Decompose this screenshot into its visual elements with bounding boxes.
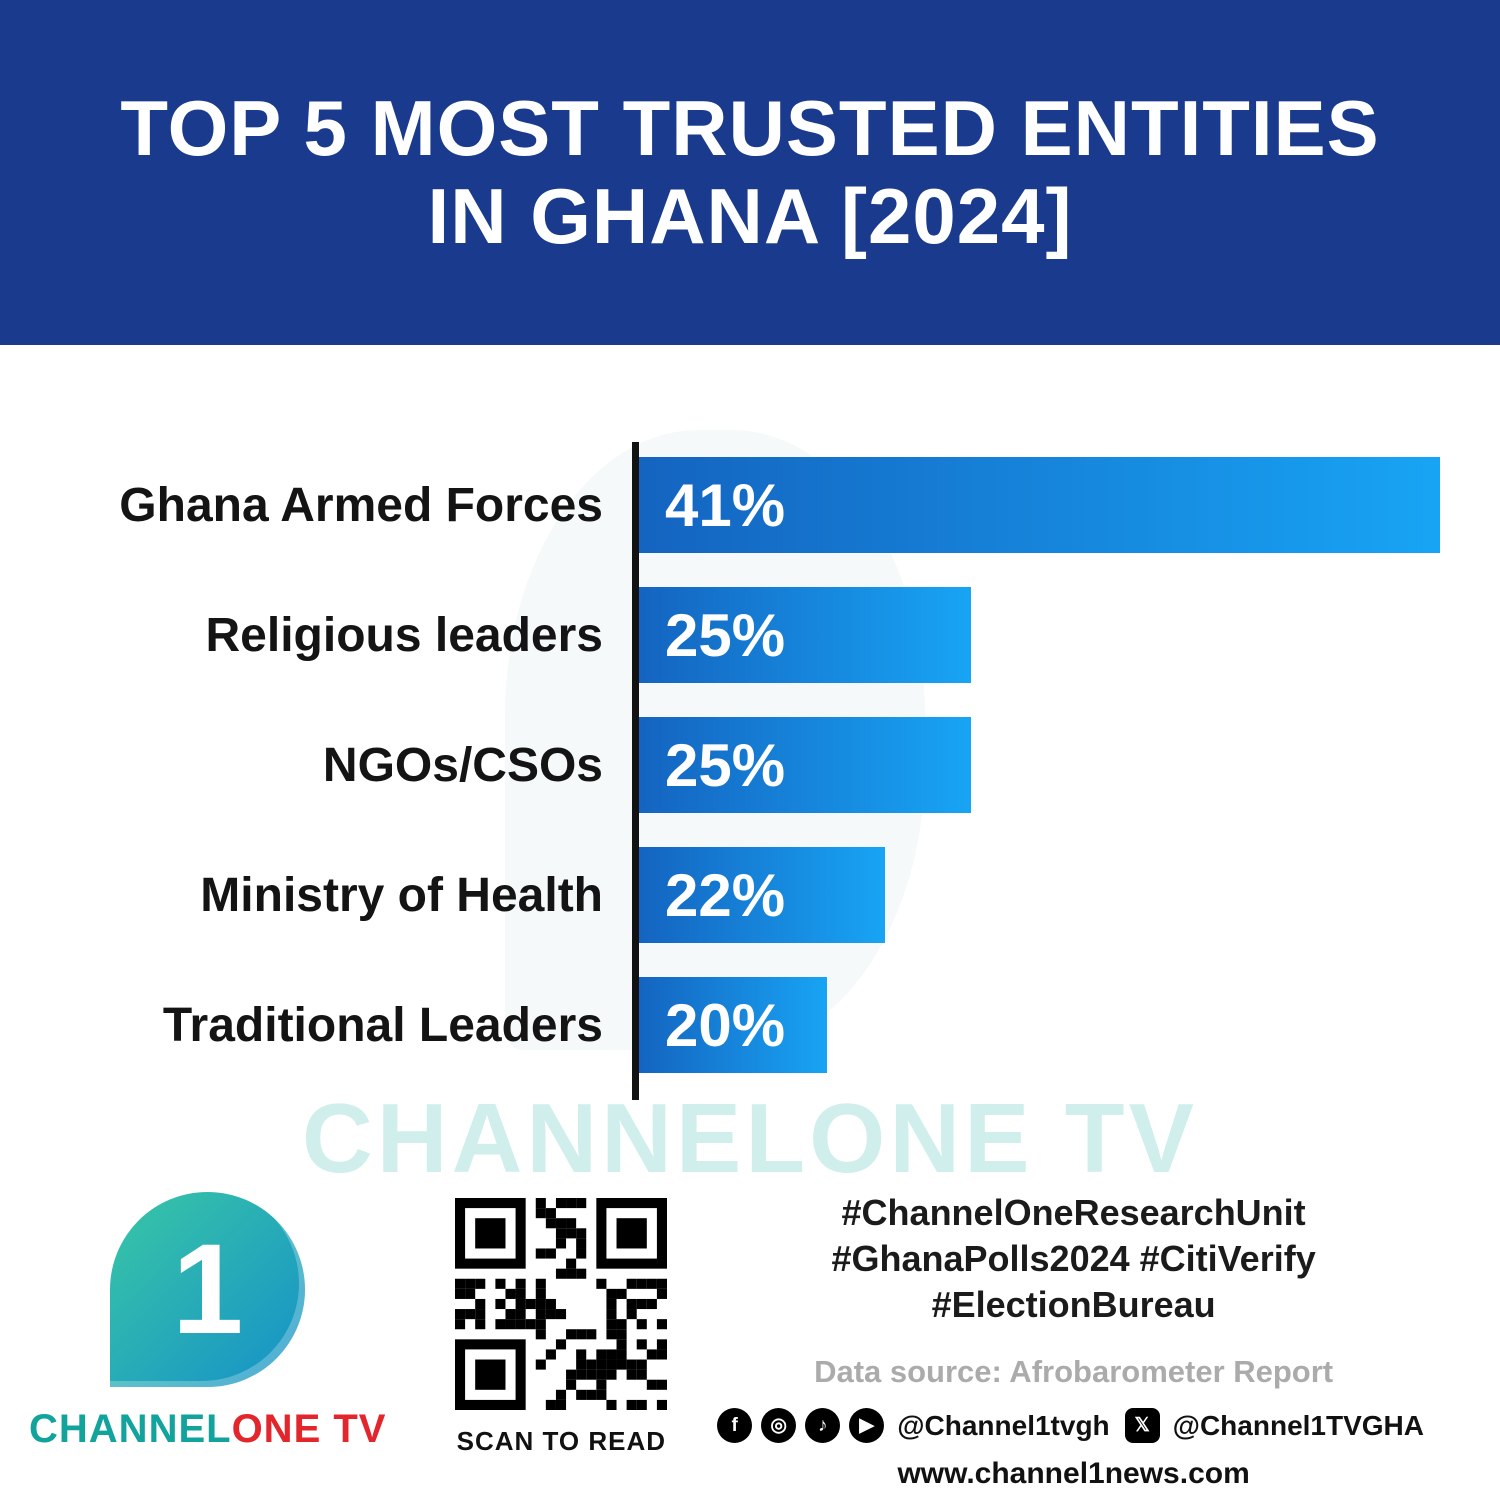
x-icon: 𝕏 [1124, 1408, 1160, 1444]
logo-digit: 1 [172, 1217, 244, 1361]
page-title-line1: TOP 5 MOST TRUSTED ENTITIES [120, 83, 1380, 172]
chart-row: NGOs/CSOs 25% [0, 700, 1500, 830]
qr-caption: SCAN TO READ [456, 1426, 667, 1456]
bar: 20% [639, 977, 827, 1073]
youtube-icon: ▶ [849, 1408, 885, 1444]
bar-value-label: 25% [665, 731, 786, 799]
bar-value-label: 41% [665, 471, 786, 539]
bar: 25% [639, 587, 971, 683]
bar: 41% [639, 457, 1440, 553]
channel-watermark-text: CHANNELONE TV [302, 1083, 1198, 1193]
logo-wordmark-one-tv: ONE TV [231, 1407, 387, 1451]
bar-value-label: 22% [665, 861, 786, 929]
logo-wordmark: CHANNELONE TV [29, 1407, 386, 1452]
channel-one-logo-block: 1 CHANNELONE TV [0, 1180, 415, 1491]
chart-row: Religious leaders 25% [0, 570, 1500, 700]
footer: 1 CHANNELONE TV SCAN TO READ #ChannelOne… [0, 1180, 1500, 1491]
chart-axis-line [632, 442, 639, 1100]
bar-chart-rows: Ghana Armed Forces 41% Religious leaders 25… [0, 440, 1500, 1090]
bar-value-label: 25% [665, 601, 786, 669]
chart-row: Ministry of Health 22% [0, 830, 1500, 960]
page-title-line2: IN GHANA [2024] [427, 171, 1073, 260]
bar-category-label: NGOs/CSOs [322, 738, 603, 792]
bar-category-label: Ministry of Health [200, 868, 603, 922]
bar-value-label: 20% [665, 991, 786, 1059]
hashtag-line-3: #ElectionBureau [931, 1284, 1216, 1326]
bar-category-label: Religious leaders [205, 608, 603, 662]
channel-one-logo-icon: 1 [110, 1192, 306, 1387]
website-url: www.channel1news.com [897, 1457, 1250, 1491]
qr-block: SCAN TO READ [415, 1180, 707, 1491]
bar-chart: Ghana Armed Forces 41% Religious leaders 25… [0, 440, 1500, 1100]
bar: 22% [639, 847, 885, 943]
data-source-text: Data source: Afrobarometer Report [814, 1354, 1334, 1390]
hashtags-block: #ChannelOneResearchUnit #GhanaPolls2024 … [707, 1180, 1500, 1491]
social-row: f ◎ ♪ ▶ @Channel1tvgh 𝕏 @Channel1TVGHA [717, 1408, 1430, 1444]
facebook-icon: f [717, 1408, 753, 1444]
chart-row: Traditional Leaders 20% [0, 960, 1500, 1090]
qr-code [455, 1198, 668, 1410]
tiktok-icon: ♪ [805, 1408, 841, 1444]
hashtag-line-1: #ChannelOneResearchUnit [841, 1192, 1306, 1233]
logo-wordmark-channel: CHANNEL [29, 1407, 232, 1451]
chart-row: Ghana Armed Forces 41% [0, 440, 1500, 570]
social-handle-1: @Channel1tvgh [897, 1409, 1110, 1441]
instagram-icon: ◎ [761, 1408, 797, 1444]
bar: 25% [639, 717, 971, 813]
hashtag-line-2: #GhanaPolls2024 #CitiVerify [831, 1238, 1316, 1280]
social-handle-2: @Channel1TVGHA [1172, 1409, 1424, 1441]
bar-category-label: Ghana Armed Forces [119, 478, 603, 532]
bar-category-label: Traditional Leaders [162, 998, 603, 1052]
header-banner: TOP 5 MOST TRUSTED ENTITIES IN GHANA [20… [0, 0, 1500, 345]
